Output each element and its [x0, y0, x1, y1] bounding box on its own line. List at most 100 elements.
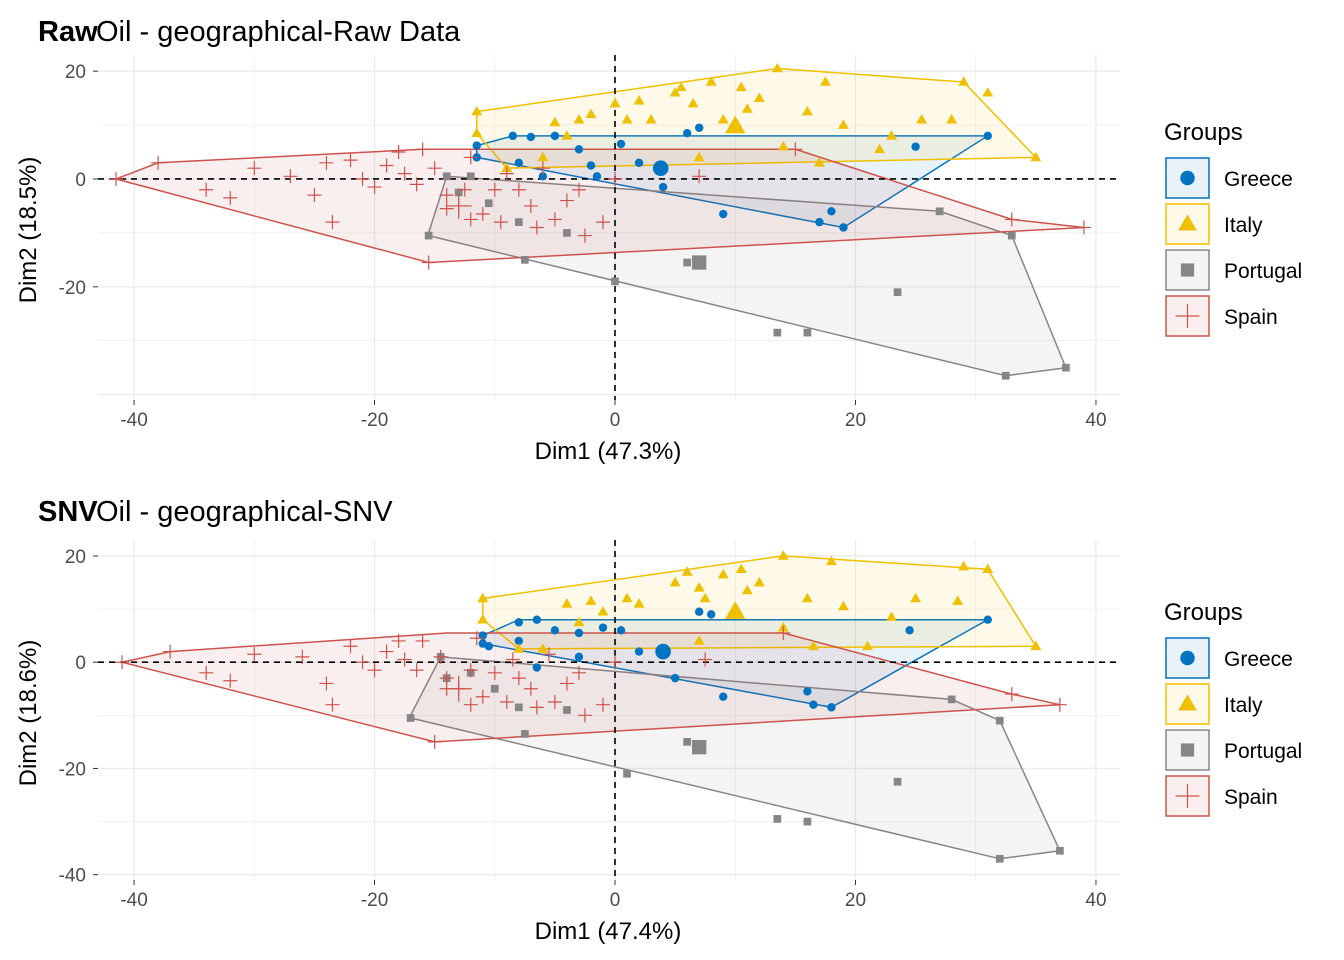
- point: [397, 166, 412, 181]
- y-tick-label: 20: [65, 62, 86, 83]
- plot-area: -40 -20 0 20 40 20 0 -20 -40: [59, 540, 1120, 911]
- point: [355, 655, 370, 670]
- point: [520, 730, 529, 738]
- point: [608, 655, 623, 670]
- point: [803, 328, 812, 337]
- point: [325, 697, 340, 712]
- point: [563, 706, 571, 714]
- legend-label-greece: Greece: [1224, 168, 1293, 191]
- point: [1030, 151, 1042, 162]
- point: [442, 172, 451, 181]
- legend-label-portugal: Portugal: [1224, 260, 1302, 283]
- y-tick-label: -40: [59, 866, 86, 887]
- point: [705, 76, 717, 86]
- point: [995, 854, 1004, 863]
- point: [537, 151, 549, 162]
- point: [541, 647, 556, 662]
- legend-label-portugal: Portugal: [1224, 740, 1302, 763]
- point: [514, 158, 524, 168]
- centroid-italy: [725, 115, 746, 134]
- point: [559, 676, 574, 691]
- x-tick-label: 20: [845, 410, 866, 431]
- centroid-greece: [652, 160, 669, 177]
- point: [319, 676, 334, 691]
- chart-title: Oil - geographical-Raw Data: [96, 16, 461, 48]
- point: [633, 598, 645, 608]
- point: [611, 277, 619, 286]
- point: [508, 131, 518, 141]
- point: [563, 229, 571, 237]
- point: [484, 199, 493, 208]
- point: [634, 158, 644, 168]
- point: [693, 151, 705, 162]
- point: [773, 815, 782, 823]
- y-tick-label: -20: [59, 278, 86, 299]
- plot-area: -40 -20 0 20 40 20 0 -20: [59, 55, 1120, 431]
- point: [532, 663, 542, 672]
- point: [574, 652, 584, 662]
- point: [477, 614, 489, 624]
- point: [1076, 220, 1091, 235]
- point: [307, 188, 322, 203]
- y-axis-label: Dim2 (18.5%): [15, 157, 42, 304]
- point: [982, 87, 994, 97]
- point: [886, 611, 898, 621]
- point: [735, 81, 747, 92]
- point: [815, 217, 824, 227]
- point: [771, 62, 783, 73]
- hull-spain: [113, 148, 1084, 264]
- point: [801, 105, 813, 116]
- y-axis-label: Dim2 (18.6%): [15, 640, 42, 787]
- point: [983, 615, 992, 624]
- series-spain: [115, 625, 1067, 749]
- point: [529, 220, 544, 235]
- point: [487, 182, 502, 197]
- point: [511, 671, 526, 686]
- point: [469, 631, 484, 646]
- legend-title: Groups: [1164, 119, 1243, 146]
- point: [367, 663, 382, 678]
- point: [343, 639, 358, 654]
- point: [827, 207, 836, 216]
- point: [523, 681, 538, 696]
- point: [379, 644, 394, 659]
- point: [699, 592, 711, 603]
- legend: Groups Greece Italy Portugal Spain: [1164, 599, 1302, 817]
- point: [513, 643, 525, 653]
- point: [1007, 231, 1016, 240]
- x-tick-label: -20: [361, 890, 388, 911]
- x-axis-label: Dim1 (47.4%): [535, 918, 682, 945]
- point: [825, 555, 837, 566]
- legend-symbol-spain: [1175, 784, 1200, 808]
- point: [471, 105, 483, 116]
- point: [692, 169, 707, 184]
- point: [573, 114, 585, 124]
- centroid-italy: [725, 601, 746, 619]
- series-spain: [109, 142, 1091, 270]
- point: [807, 640, 819, 651]
- point: [499, 166, 514, 181]
- point: [910, 592, 922, 603]
- point: [753, 92, 765, 102]
- point: [669, 87, 681, 97]
- centroid-portugal: [692, 740, 707, 755]
- point: [777, 140, 789, 151]
- point: [683, 738, 692, 746]
- point: [247, 161, 262, 176]
- point: [694, 607, 704, 616]
- point: [520, 255, 529, 264]
- x-tick-label: 0: [610, 410, 621, 431]
- point: [735, 563, 747, 574]
- point: [409, 177, 424, 192]
- point: [115, 655, 130, 670]
- point: [537, 643, 549, 653]
- point: [947, 695, 956, 704]
- point: [813, 157, 825, 167]
- point: [523, 198, 538, 213]
- point: [471, 127, 483, 137]
- point: [645, 114, 657, 124]
- point: [391, 145, 406, 160]
- point: [874, 143, 885, 154]
- point: [946, 114, 958, 124]
